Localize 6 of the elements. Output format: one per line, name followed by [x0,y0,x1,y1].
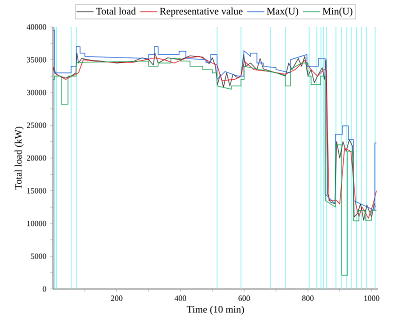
legend-label: Max(U) [266,8,298,17]
legend-label: Representative value [160,8,243,17]
y-axis-title: Total load (kW) [14,126,24,190]
legend-label: Total load [96,8,136,15]
legend-label: Min(U) [322,8,352,17]
x-axis-title: Time (10 min) [186,306,244,315]
